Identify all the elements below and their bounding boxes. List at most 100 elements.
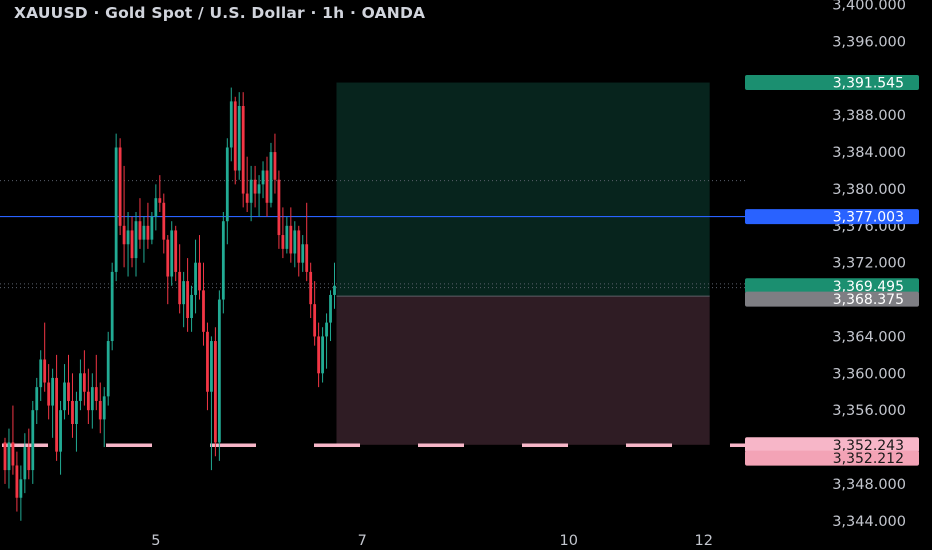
candle-body xyxy=(245,193,249,203)
price-tag: 3,391.545 xyxy=(745,75,919,92)
candle-body xyxy=(237,106,241,171)
candle-body xyxy=(233,101,237,171)
candle-body xyxy=(142,225,146,240)
price-tag-label: 3,352.212 xyxy=(833,451,904,467)
price-tag: 3,352.212 xyxy=(745,450,919,467)
price-axis-label: 3,348.000 xyxy=(832,477,906,493)
candle-body xyxy=(134,221,138,259)
candle-body xyxy=(146,225,150,240)
candle-body xyxy=(321,336,324,374)
candle-body xyxy=(281,235,285,249)
candle-body xyxy=(154,198,158,217)
candle-body xyxy=(309,271,313,305)
candle-body xyxy=(162,202,166,240)
candle-body xyxy=(23,447,27,480)
candle-body xyxy=(285,225,289,249)
price-axis-label: 3,384.000 xyxy=(832,145,906,161)
candle-body xyxy=(313,304,317,337)
candle-body xyxy=(31,410,35,471)
candle-body xyxy=(206,331,209,392)
candle-body xyxy=(150,216,154,240)
target-zone[interactable] xyxy=(336,82,710,297)
price-axis-label: 3,356.000 xyxy=(832,403,906,419)
candle-body xyxy=(75,400,78,424)
time-axis-label: 5 xyxy=(151,533,160,549)
candle-body xyxy=(257,184,261,194)
candle-body xyxy=(273,152,277,180)
candle-body xyxy=(174,230,178,272)
candle-body xyxy=(249,179,253,203)
candle-body xyxy=(122,225,126,245)
candle-body xyxy=(170,230,174,277)
candle-body xyxy=(241,106,245,194)
price-axis-label: 3,380.000 xyxy=(832,182,906,198)
candle-body xyxy=(305,244,309,272)
candle-body xyxy=(325,322,328,337)
stop-zone[interactable] xyxy=(336,296,710,445)
candle-body xyxy=(277,179,281,236)
candle-body xyxy=(67,382,70,401)
candle-body xyxy=(63,382,66,411)
candle-body xyxy=(182,281,186,305)
price-tag-bg xyxy=(745,437,919,453)
price-axis-label: 3,400.000 xyxy=(832,0,906,14)
price-tag: 3,352.243 xyxy=(745,437,919,454)
time-axis-label: 10 xyxy=(560,533,578,549)
candle-body xyxy=(210,341,213,392)
candle-body xyxy=(213,341,217,443)
candle-body xyxy=(7,442,11,471)
candle-body xyxy=(289,225,293,254)
price-axis-label: 3,344.000 xyxy=(832,514,906,530)
price-tag-label: 3,368.375 xyxy=(833,292,904,308)
price-axis-label: 3,388.000 xyxy=(832,108,906,124)
price-tag-label: 3,377.003 xyxy=(833,210,904,226)
candle-body xyxy=(190,294,193,318)
price-tag-bg xyxy=(745,291,919,307)
time-axis[interactable]: 5 7 10 12 xyxy=(151,533,713,549)
candle-body xyxy=(198,262,201,291)
candle-body xyxy=(43,359,47,383)
candle-body xyxy=(261,170,265,185)
candle-body xyxy=(229,101,233,148)
candle-body xyxy=(110,271,114,342)
price-tag-label: 3,352.243 xyxy=(833,438,904,454)
candle-body xyxy=(301,244,305,263)
candle-body xyxy=(114,147,118,272)
candle-body xyxy=(106,341,110,397)
chart-title: XAUUSD · Gold Spot / U.S. Dollar · 1h · … xyxy=(14,4,426,22)
candle-body xyxy=(329,294,332,323)
price-axis-label: 3,360.000 xyxy=(832,366,906,382)
candle-body xyxy=(59,410,62,452)
candle-body xyxy=(47,382,51,406)
candle-body xyxy=(158,198,162,203)
candle-body xyxy=(55,377,58,452)
candle-body xyxy=(293,230,297,254)
candle-body xyxy=(118,147,122,226)
candle-body xyxy=(71,400,74,424)
candle-body xyxy=(82,373,86,392)
price-axis-label: 3,372.000 xyxy=(832,256,906,272)
candle-body xyxy=(221,221,225,300)
time-axis-label: 12 xyxy=(694,533,712,549)
candle-body xyxy=(265,170,269,203)
candle-body xyxy=(39,359,43,388)
candle-body xyxy=(102,396,106,420)
position-zones[interactable] xyxy=(336,82,710,445)
candle-body xyxy=(11,442,15,466)
candle-body xyxy=(297,230,301,263)
candle-body xyxy=(253,179,257,194)
candle-body xyxy=(90,387,94,411)
candle-body xyxy=(27,447,31,471)
price-tag-bg xyxy=(745,75,919,91)
price-tag: 3,369.495 xyxy=(745,278,919,295)
candle-body xyxy=(194,262,197,295)
price-tag-bg xyxy=(745,450,919,466)
candle-body xyxy=(225,147,229,222)
candle-body xyxy=(317,336,321,374)
price-axis-label: 3,364.000 xyxy=(832,329,906,345)
candle-body xyxy=(98,400,102,420)
candlestick-series xyxy=(3,87,336,521)
price-tag-label: 3,391.545 xyxy=(833,76,904,92)
